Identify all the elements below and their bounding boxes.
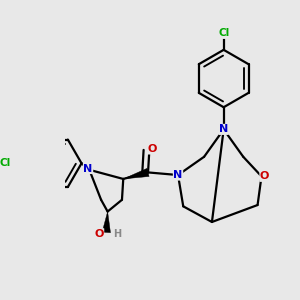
Text: O: O — [260, 171, 269, 181]
Text: O: O — [147, 144, 157, 154]
Text: N: N — [219, 124, 228, 134]
Polygon shape — [123, 168, 149, 179]
Text: N: N — [173, 170, 183, 180]
Text: O: O — [94, 229, 104, 239]
Text: N: N — [83, 164, 93, 173]
Text: H: H — [113, 230, 121, 239]
Polygon shape — [102, 212, 110, 233]
Text: Cl: Cl — [0, 158, 10, 168]
Text: Cl: Cl — [218, 28, 229, 38]
